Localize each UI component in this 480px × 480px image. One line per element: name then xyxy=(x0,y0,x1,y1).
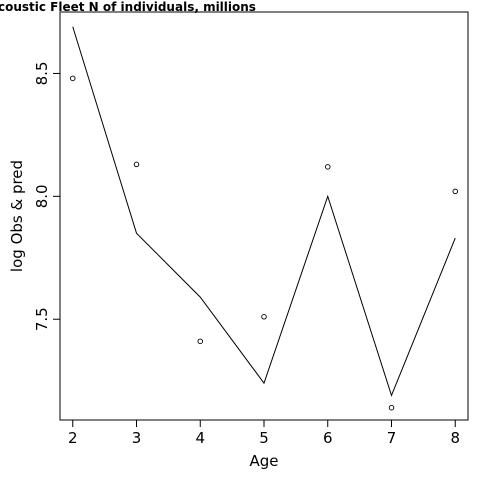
x-tick-label: 6 xyxy=(323,429,333,447)
observed-point xyxy=(133,161,140,168)
y-axis-label: log Obs & pred xyxy=(8,160,26,272)
y-axis: 7.5 8.0 8.5 xyxy=(33,62,61,331)
observed-point xyxy=(261,314,267,320)
chart-title: coustic Fleet N of individuals, millions xyxy=(0,0,256,14)
x-axis-label: Age xyxy=(249,452,278,470)
observed-point xyxy=(197,338,203,345)
x-tick-label: 4 xyxy=(195,429,205,447)
observed-point xyxy=(325,164,331,170)
y-tick-label: 8.0 xyxy=(33,184,51,208)
x-axis: 2 3 4 5 6 7 8 xyxy=(68,419,460,447)
x-tick-label: 5 xyxy=(259,429,269,447)
observed-point xyxy=(452,188,459,195)
observed-points xyxy=(69,75,459,411)
x-tick-label: 7 xyxy=(387,429,397,447)
y-tick-label: 7.5 xyxy=(33,307,51,331)
predicted-line xyxy=(72,26,456,397)
y-tick-label: 8.5 xyxy=(33,62,51,86)
x-tick-label: 2 xyxy=(68,429,78,447)
x-tick-label: 3 xyxy=(132,429,142,447)
x-tick-label: 8 xyxy=(450,429,460,447)
observed-point xyxy=(69,75,76,82)
observed-point xyxy=(388,404,395,411)
